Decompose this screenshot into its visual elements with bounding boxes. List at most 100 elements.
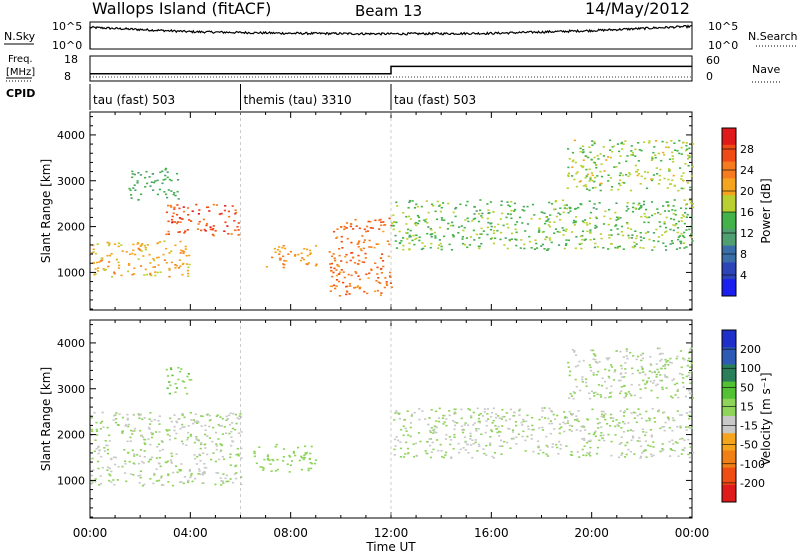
scatter-point [379,282,382,284]
scatter-point [584,176,587,179]
scatter-point [608,396,611,399]
scatter-point [144,443,147,446]
scatter-point [289,464,292,467]
scatter-point [173,208,176,210]
scatter-point [494,425,497,427]
scatter-point [168,438,171,441]
scatter-point [569,393,572,395]
scatter-point [564,415,567,418]
scatter-point [225,415,228,418]
scatter-point [126,419,129,421]
scatter-point [288,454,291,457]
scatter-point [522,418,525,421]
scatter-point [662,242,665,244]
scatter-point [377,277,380,279]
scatter-point [690,427,693,429]
scatter-point [118,264,121,267]
scatter-point [548,201,551,204]
colorbar-swatch [722,195,736,213]
scatter-point [158,241,162,243]
scatter-point [576,419,579,422]
scatter-point [177,418,180,420]
scatter-point [416,205,419,208]
scatter-point [592,433,595,436]
scatter-point [302,258,305,261]
scatter-point [218,213,221,216]
scatter-point [686,148,689,151]
scatter-point [689,186,692,189]
scatter-point [549,420,552,422]
scatter-point [268,459,271,462]
scatter-point [665,361,668,363]
scatter-point [177,231,180,233]
scatter-point [212,426,215,429]
colorbar-swatch [722,128,736,146]
scatter-point [496,431,499,434]
scatter-point [514,208,517,211]
scatter-point [225,474,228,477]
scatter-point [282,456,285,458]
scatter-point [609,417,612,419]
scatter-point [236,226,239,228]
scatter-point [486,203,489,205]
scatter-point [486,217,489,220]
scatter-point [665,230,668,233]
scatter-point [203,472,206,475]
scatter-point [618,422,621,424]
scatter-point [509,213,512,216]
scatter-point [689,376,692,379]
scatter-point [224,432,228,434]
scatter-point [349,225,352,228]
scatter-point [667,204,670,207]
scatter-point [164,168,167,171]
scatter-point [612,420,615,422]
scatter-point [682,357,685,360]
scatter-point [532,450,535,453]
scatter-point [498,435,501,437]
scatter-point [638,208,641,210]
scatter-point [198,209,201,211]
scatter-point [412,234,415,237]
scatter-point [377,243,380,245]
scatter-point [661,352,664,355]
scatter-point [645,208,648,211]
scatter-point [336,228,339,230]
scatter-point [556,414,559,417]
scatter-point [237,454,240,457]
scatter-point [204,424,207,427]
scatter-point [169,204,172,207]
scatter-point [261,466,264,469]
scatter-point [619,373,622,375]
scatter-point [688,411,691,413]
scatter-point [655,384,658,387]
scatter-point [526,414,529,417]
scatter-point [589,366,592,369]
scatter-point [599,153,602,155]
scatter-point [538,227,541,229]
scatter-point [572,397,575,400]
scatter-point [153,419,156,421]
scatter-point [637,408,640,410]
scatter-point [363,290,366,293]
scatter-point [584,155,587,157]
scatter-point [227,233,230,235]
scatter-point [168,392,171,395]
scatter-point [463,436,466,438]
scatter-point [340,226,343,228]
scatter-point [594,435,597,438]
scatter-point [343,225,346,228]
scatter-point [676,390,679,392]
scatter-point [652,151,655,154]
scatter-point [657,410,660,413]
scatter-point [386,240,389,242]
scatter-point [407,452,410,454]
scatter-point [274,251,277,253]
scatter-point [433,428,436,431]
scatter-point [583,426,586,428]
scatter-point [154,271,157,273]
scatter-point [615,224,618,226]
scatter-point [649,380,652,383]
scatter-point [151,456,154,459]
scatter-point [95,447,98,450]
scatter-point [602,247,605,249]
